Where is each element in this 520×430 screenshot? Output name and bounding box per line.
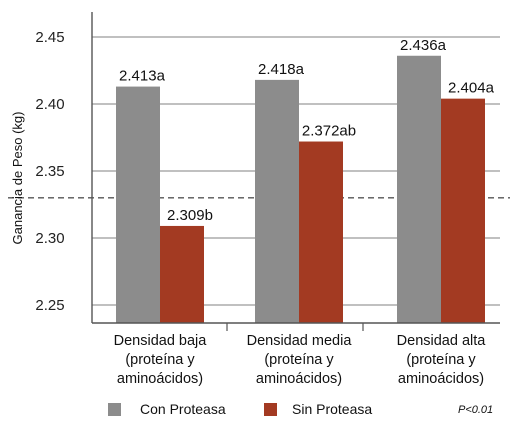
labels: 2.25 2.30 2.35 2.40 2.45 Ganancia de Peso (kg… [10,29,495,416]
category-label: aminoácidos) [117,371,203,387]
bars [116,55,485,323]
legend-label: Con Proteasa [140,401,226,417]
category-label: aminoácidos) [398,371,484,387]
bar-sin-proteasa [441,98,485,323]
data-label: 2.436a [400,37,447,54]
data-label: 2.372ab [302,123,356,140]
data-label: 2.404a [448,80,495,97]
axes [91,12,500,331]
y-tick-label: 2.45 [35,29,64,46]
y-axis-label: Ganancia de Peso (kg) [10,112,25,245]
category-label: (proteína y [125,352,195,368]
legend-swatch [108,403,121,416]
bar-con-proteasa [397,55,441,323]
y-tick-label: 2.30 [35,230,64,247]
bar-sin-proteasa [299,141,343,323]
bar-sin-proteasa [160,225,204,323]
y-tick-label: 2.40 [35,96,64,113]
data-label: 2.309b [167,207,213,224]
y-tick-label: 2.35 [35,163,64,180]
bar-con-proteasa [116,86,160,323]
data-label: 2.418a [258,61,305,78]
category-label: Densidad baja [114,333,208,349]
significance-note: P<0.01 [458,404,493,416]
legend-label: Sin Proteasa [292,401,372,417]
category-label: Densidad alta [397,333,487,349]
legend: Con Proteasa Sin Proteasa [108,401,372,417]
category-label: Densidad media [247,333,353,349]
bar-con-proteasa [255,79,299,323]
data-label: 2.413a [119,68,166,85]
category-label: (proteína y [406,352,476,368]
category-label: aminoácidos) [256,371,342,387]
legend-swatch [264,403,277,416]
y-tick-label: 2.25 [35,297,64,314]
category-label: (proteína y [264,352,334,368]
